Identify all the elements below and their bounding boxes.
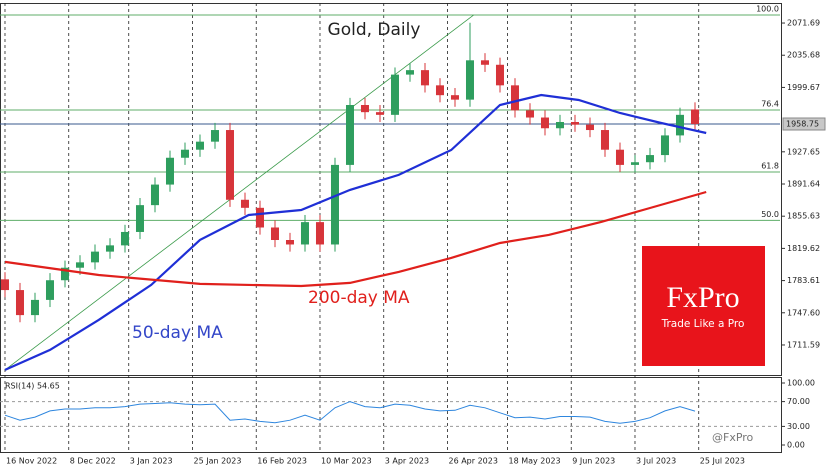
- x-tick-label: 8 Dec 2022: [70, 457, 116, 466]
- y-tick-label: 1819.62: [787, 244, 820, 253]
- moving-average: [4, 93, 707, 371]
- candle-body: [150, 184, 159, 206]
- candle-body: [675, 114, 684, 136]
- logo-tagline: Trade Like a Pro: [661, 318, 745, 330]
- candle-body: [135, 205, 144, 232]
- candle-body: [465, 60, 474, 100]
- fib-label: 100.0: [756, 4, 779, 13]
- rsi-title: RSI(14) 54.65: [5, 382, 60, 391]
- candle-body: [540, 117, 549, 129]
- y-tick-label: 1747.60: [787, 308, 820, 317]
- candle-body: [495, 64, 504, 86]
- y-tick-label: 1783.61: [787, 276, 820, 285]
- y-tick-label: 2035.68: [787, 51, 820, 60]
- candle-body: [600, 130, 609, 150]
- logo: FxPro Trade Like a Pro: [642, 246, 765, 366]
- candle-body: [525, 110, 534, 118]
- y-tick-label: 2071.69: [787, 19, 820, 28]
- candle-body: [375, 112, 384, 115]
- x-tick-label: 9 Jun 2023: [572, 457, 615, 466]
- logo-name: FxPro: [666, 281, 739, 314]
- candle-body: [225, 130, 234, 200]
- y-tick-label: 1891.64: [787, 180, 820, 189]
- candle-body: [660, 135, 669, 156]
- candle-body: [240, 199, 249, 208]
- candle-body: [90, 251, 99, 263]
- candle-body: [405, 70, 414, 75]
- rsi-frame: [0, 377, 782, 453]
- candle-body: [360, 105, 369, 113]
- logo-box: [642, 246, 765, 366]
- candle-body: [45, 280, 54, 300]
- x-tick-label: 25 Jan 2023: [193, 457, 241, 466]
- candle-body: [255, 207, 264, 228]
- candle-body: [570, 121, 579, 125]
- x-tick-label: 10 Mar 2023: [321, 457, 372, 466]
- rsi-tick-label: 100.00: [787, 379, 815, 388]
- y-tick-label: 1855.63: [787, 212, 820, 221]
- candle-body: [75, 262, 84, 268]
- candle-body: [15, 290, 24, 316]
- candle-body: [645, 155, 654, 163]
- rsi-line: [4, 401, 696, 424]
- fib-label: 61.8: [761, 162, 779, 171]
- y-tick-label: 1711.59: [787, 340, 820, 349]
- chart-title: Gold, Daily: [328, 20, 421, 40]
- x-tick-label: 3 Jul 2023: [636, 457, 676, 466]
- fib-label: 76.4: [761, 100, 779, 109]
- moving-average: [4, 190, 707, 288]
- x-tick-label: 16 Nov 2022: [6, 457, 57, 466]
- plot-layer: 16 Nov 2022 8 Dec 2022 3 Jan 2023 25 Jan 20…: [0, 3, 826, 466]
- last-price-box: [782, 117, 826, 131]
- candle-body: [180, 149, 189, 158]
- rsi-tick-label: 70.00: [787, 397, 810, 406]
- main-frame: [0, 3, 782, 376]
- x-tick-label: 16 Feb 2023: [257, 457, 307, 466]
- candle-body: [510, 85, 519, 111]
- candle-body: [60, 267, 69, 281]
- candle-body: [315, 222, 324, 245]
- x-tick-label: 3 Jan 2023: [130, 457, 173, 466]
- candle-body: [210, 130, 219, 142]
- candle-body: [435, 85, 444, 96]
- candle-body: [30, 299, 39, 316]
- x-tick-label: 18 May 2023: [508, 457, 560, 466]
- fib-label: 50.0: [761, 210, 779, 219]
- y-tick-label: 1927.65: [787, 147, 820, 156]
- candle-body: [300, 222, 309, 245]
- ma200-label: 200-day MA: [308, 288, 410, 308]
- candle-body: [615, 149, 624, 165]
- candle-body: [480, 60, 489, 65]
- last-price-label: 1958.75: [786, 120, 819, 129]
- x-tick-label: 26 Apr 2023: [448, 457, 497, 466]
- candle-body: [630, 162, 639, 165]
- trendline: [4, 14, 474, 371]
- candle-body: [330, 164, 339, 245]
- y-tick-label: 1999.67: [787, 83, 820, 92]
- rsi-tick-label: 30.00: [787, 422, 810, 431]
- candle-body: [120, 231, 129, 246]
- ma50-label: 50-day MA: [132, 323, 223, 343]
- rsi-tick-label: 0.00: [787, 440, 805, 449]
- candle-body: [285, 240, 294, 245]
- x-tick-label: 25 Jul 2023: [700, 457, 745, 466]
- candle-body: [450, 95, 459, 100]
- candle-body: [0, 279, 9, 291]
- candle-body: [195, 141, 204, 150]
- x-tick-label: 3 Apr 2023: [385, 457, 429, 466]
- candle-body: [585, 124, 594, 131]
- candle-body: [165, 157, 174, 185]
- candle-body: [105, 245, 114, 252]
- candle-body: [690, 109, 699, 125]
- candle-body: [555, 121, 564, 129]
- candle-body: [270, 227, 279, 241]
- watermark: @FxPro: [712, 431, 754, 444]
- candle-body: [390, 74, 399, 115]
- candle-body: [420, 70, 429, 86]
- candle-body: [345, 105, 354, 165]
